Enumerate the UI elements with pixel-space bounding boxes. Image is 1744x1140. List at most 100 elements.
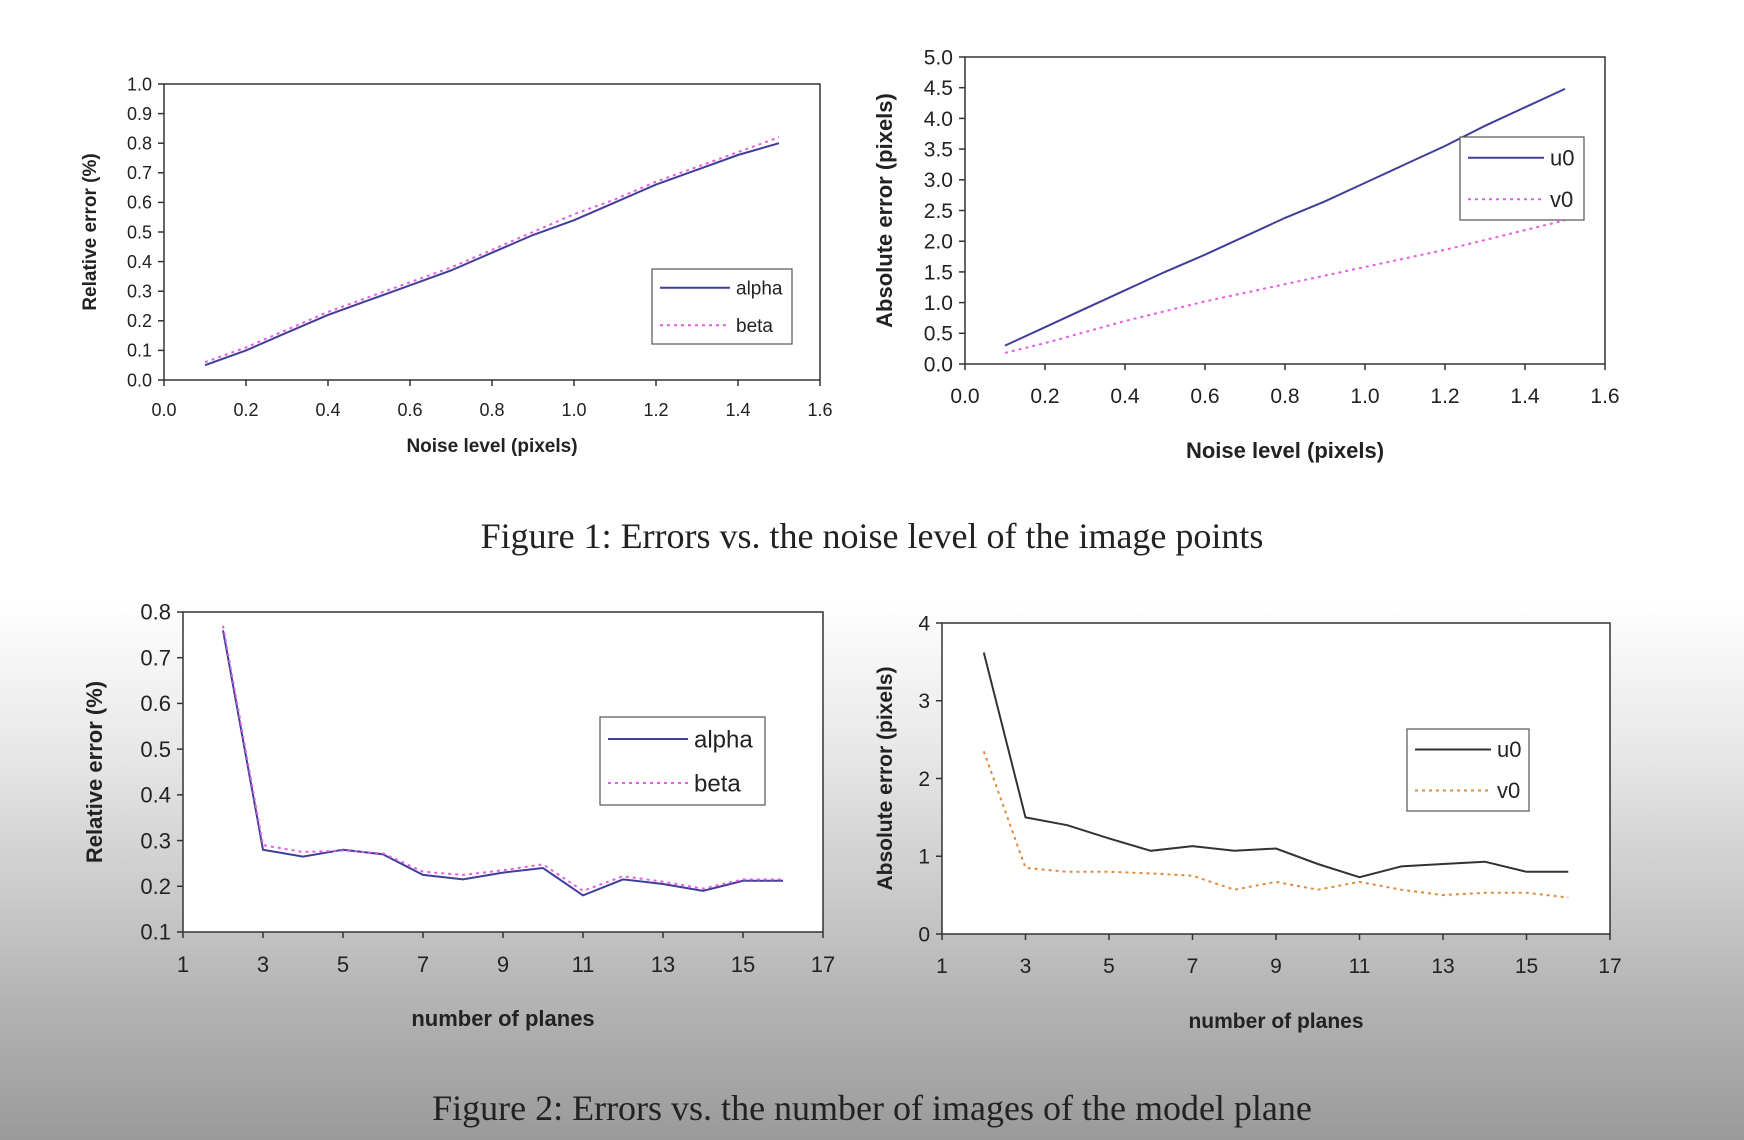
legend-label-u0: u0 (1497, 737, 1521, 762)
x-tick-label: 1.4 (1510, 385, 1540, 408)
x-tick-label: 7 (1187, 955, 1199, 978)
y-tick-label: 4.5 (924, 77, 953, 100)
y-tick-label: 1 (918, 846, 930, 869)
x-tick-label: 0.0 (950, 385, 979, 408)
x-tick-label: 17 (811, 952, 835, 977)
legend-label-v0: v0 (1497, 778, 1520, 803)
y-tick-label: 0.1 (127, 341, 152, 361)
x-axis-label: Noise level (pixels) (1186, 438, 1384, 463)
y-tick-label: 0.3 (140, 828, 171, 853)
x-tick-label: 1.4 (725, 400, 750, 420)
series-line-alpha (222, 630, 783, 897)
y-tick-label: 0.4 (127, 252, 152, 272)
legend-label-v0: v0 (1550, 187, 1573, 212)
y-tick-label: 0.8 (127, 134, 152, 154)
x-tick-label: 1.6 (807, 400, 832, 420)
x-tick-label: 1 (936, 955, 948, 978)
x-tick-label: 15 (731, 952, 755, 977)
legend-label-u0: u0 (1550, 145, 1574, 170)
y-tick-label: 0.2 (127, 311, 152, 331)
legend-box (1459, 136, 1585, 221)
legend-label-beta: beta (694, 770, 741, 797)
x-tick-label: 11 (1349, 955, 1371, 978)
y-tick-label: 3.0 (924, 169, 953, 192)
x-tick-label: 7 (417, 952, 429, 977)
legend-box (1406, 728, 1530, 812)
x-tick-label: 1.0 (1350, 385, 1379, 408)
y-tick-label: 1.0 (127, 74, 152, 94)
x-tick-label: 1.2 (1430, 385, 1459, 408)
y-axis-label: Relative error (%) (80, 153, 101, 310)
x-tick-label: 15 (1515, 955, 1538, 978)
x-tick-label: 0.8 (479, 400, 504, 420)
y-axis-label: Relative error (%) (82, 681, 107, 863)
x-tick-label: 3 (1020, 955, 1032, 978)
y-tick-label: 4.0 (924, 108, 953, 131)
x-tick-label: 0.2 (1030, 385, 1059, 408)
series-line-alpha (204, 142, 780, 367)
chart-relative-error-vs-planes: 0.10.20.30.40.50.60.70.81 3 5 7 9 11 13 15 17num… (82, 600, 835, 1031)
x-tick-label: 1.6 (1590, 385, 1619, 408)
y-axis-label: Absolute error (pixels) (874, 666, 897, 890)
x-tick-label: 0.4 (1110, 385, 1140, 408)
x-axis-label: number of planes (1188, 1010, 1363, 1033)
chart-absolute-error-vs-noise: 0.0 0.5 1.0 1.5 2.0 2.5 3.0 3.5 4.0 4.5 5.0 0.0 0.2 0… (872, 46, 1620, 463)
legend-label-alpha: alpha (694, 726, 753, 753)
y-tick-label: 5.0 (924, 46, 953, 69)
y-tick-label: 1.5 (924, 261, 953, 284)
y-tick-label: 2.5 (924, 200, 953, 223)
y-tick-label: 0.7 (127, 163, 152, 183)
y-tick-label: 3 (918, 690, 930, 713)
y-tick-label: 0.8 (140, 600, 171, 625)
series-line-beta (222, 625, 783, 893)
y-tick-label: 0.0 (924, 353, 953, 376)
x-tick-label: 0.2 (233, 400, 258, 420)
y-tick-label: 2 (918, 768, 930, 791)
chart-relative-error-vs-noise: 0.0 0.1 0.2 0.3 0.4 0.5 0.6 0.7 0.8 0.9 1.0 0.0 0.2 0… (80, 74, 833, 457)
y-tick-label: 0.7 (140, 645, 171, 670)
x-tick-label: 11 (572, 952, 595, 977)
x-tick-label: 0.4 (315, 400, 340, 420)
figure1-caption: Figure 1: Errors vs. the noise level of … (480, 516, 1264, 556)
x-tick-label: 0.0 (151, 400, 176, 420)
legend-label-beta: beta (736, 316, 773, 337)
y-tick-label: 0.2 (140, 874, 171, 899)
series-line-u0 (1004, 87, 1566, 347)
y-tick-label: 3.5 (924, 138, 953, 161)
x-tick-label: 1.2 (643, 400, 668, 420)
x-axis-label: Noise level (pixels) (406, 436, 577, 457)
y-tick-label: 0.9 (127, 104, 152, 124)
x-tick-label: 0.6 (1190, 385, 1219, 408)
y-axis-label: Absolute error (pixels) (872, 93, 897, 328)
x-tick-label: 1 (177, 952, 189, 977)
x-tick-label: 13 (651, 952, 675, 977)
legend-box (599, 716, 766, 806)
x-tick-label: 5 (1103, 955, 1115, 978)
x-tick-label: 0.8 (1270, 385, 1299, 408)
x-tick-label: 1.0 (561, 400, 586, 420)
x-axis-label: number of planes (411, 1006, 594, 1031)
series-line-beta (204, 136, 780, 364)
x-tick-label: 9 (1270, 955, 1282, 978)
x-tick-label: 13 (1431, 955, 1454, 978)
x-tick-label: 3 (257, 952, 269, 977)
y-tick-label: 1.0 (924, 292, 953, 315)
y-tick-label: 0.5 (140, 737, 171, 762)
y-tick-label: 0.6 (127, 193, 152, 213)
x-tick-label: 17 (1598, 955, 1621, 978)
x-tick-label: 5 (337, 952, 349, 977)
y-tick-label: 0.3 (127, 282, 152, 302)
y-tick-label: 2.0 (924, 231, 953, 254)
y-tick-label: 0.5 (924, 323, 953, 346)
series-line-v0 (982, 750, 1569, 899)
y-tick-label: 0.4 (140, 783, 171, 808)
y-tick-label: 0.1 (140, 920, 171, 945)
figure2-caption: Figure 2: Errors vs. the number of image… (432, 1088, 1312, 1128)
legend-box (651, 268, 793, 345)
legend-label-alpha: alpha (736, 278, 783, 299)
x-tick-label: 9 (497, 952, 509, 977)
y-tick-label: 0.6 (140, 691, 171, 716)
series-line-v0 (1004, 219, 1566, 354)
y-tick-label: 0.0 (127, 370, 152, 390)
